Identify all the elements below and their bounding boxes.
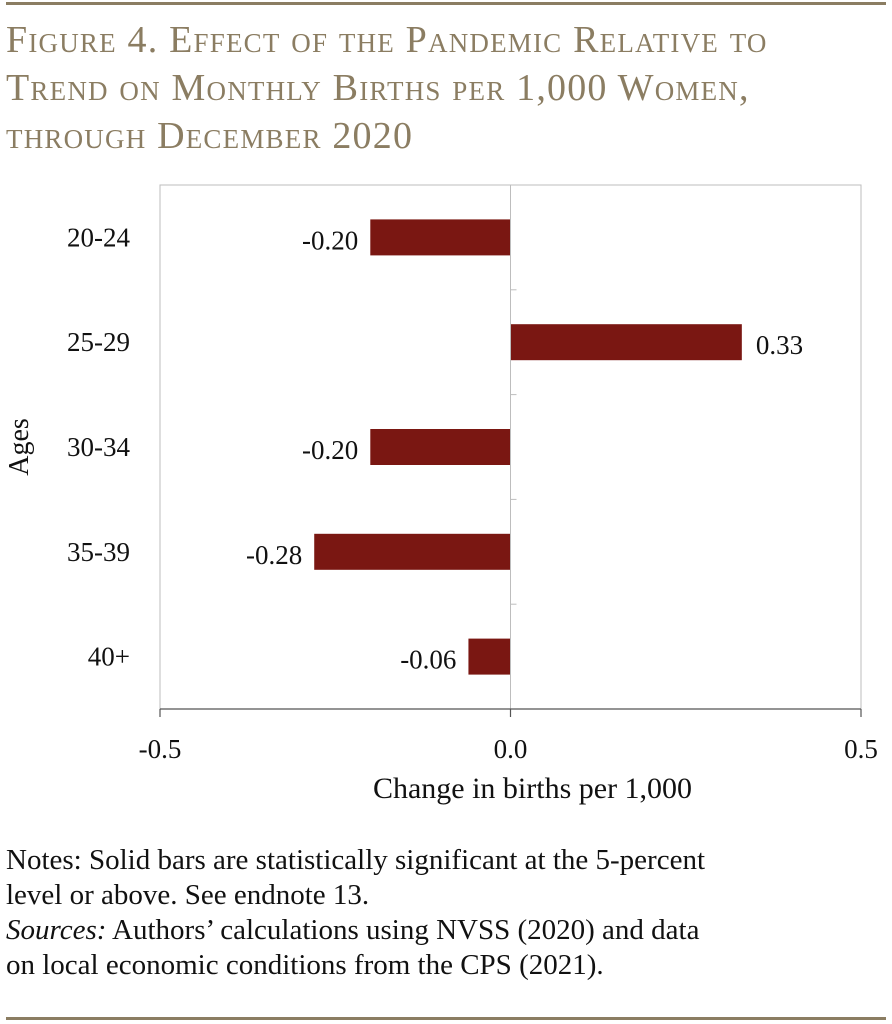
notes-line-1: Notes: Solid bars are statistically sign… xyxy=(6,844,706,876)
category-label: 40+ xyxy=(88,642,130,672)
data-label: 0.33 xyxy=(756,330,803,360)
notes-line-2: level or above. See endnote 13. xyxy=(6,879,370,911)
category-label: 20-24 xyxy=(67,222,130,252)
figure-title-line-1: Figure 4. Effect of the Pandemic Relativ… xyxy=(6,19,768,61)
sources-line-1-text: Authors’ calculations using NVSS (2020) … xyxy=(106,914,700,946)
category-label: 25-29 xyxy=(67,327,130,357)
figure-title: Figure 4. Effect of the Pandemic Relativ… xyxy=(6,16,866,160)
category-label: 30-34 xyxy=(67,432,130,462)
x-axis-title: Change in births per 1,000 xyxy=(373,772,692,805)
figure-title-line-3: through December 2020 xyxy=(6,115,414,157)
bar-40+ xyxy=(468,638,511,675)
top-rule xyxy=(6,2,886,5)
bar-25-29 xyxy=(510,324,742,361)
y-axis-title: Ages xyxy=(4,418,35,476)
bar-chart: 20-24 -0.20 25-29 0.33 30-34 -0.20 35-39 -0.28 4… xyxy=(4,184,878,805)
category-label: 35-39 xyxy=(67,537,130,567)
bar-20-24 xyxy=(370,219,511,256)
bar-30-34 xyxy=(370,429,511,465)
data-label: -0.06 xyxy=(400,645,456,675)
x-tick-label: 0.0 xyxy=(494,734,528,764)
sources-line-2: on local economic conditions from the CP… xyxy=(6,949,604,981)
sources-line-1: Sources: Authors’ calculations using NVS… xyxy=(6,913,886,948)
data-label: -0.28 xyxy=(246,540,302,570)
sources-label: Sources: xyxy=(6,914,107,946)
figure-title-line-2: Trend on Monthly Births per 1,000 Women, xyxy=(6,67,750,109)
data-label: -0.20 xyxy=(302,225,358,255)
x-tick-label: -0.5 xyxy=(139,734,182,764)
data-label: -0.20 xyxy=(302,435,358,465)
bar-35-39 xyxy=(314,533,511,570)
bottom-rule xyxy=(6,1017,886,1020)
x-tick-label: 0.5 xyxy=(844,734,878,764)
notes: Notes: Solid bars are statistically sign… xyxy=(6,843,886,983)
